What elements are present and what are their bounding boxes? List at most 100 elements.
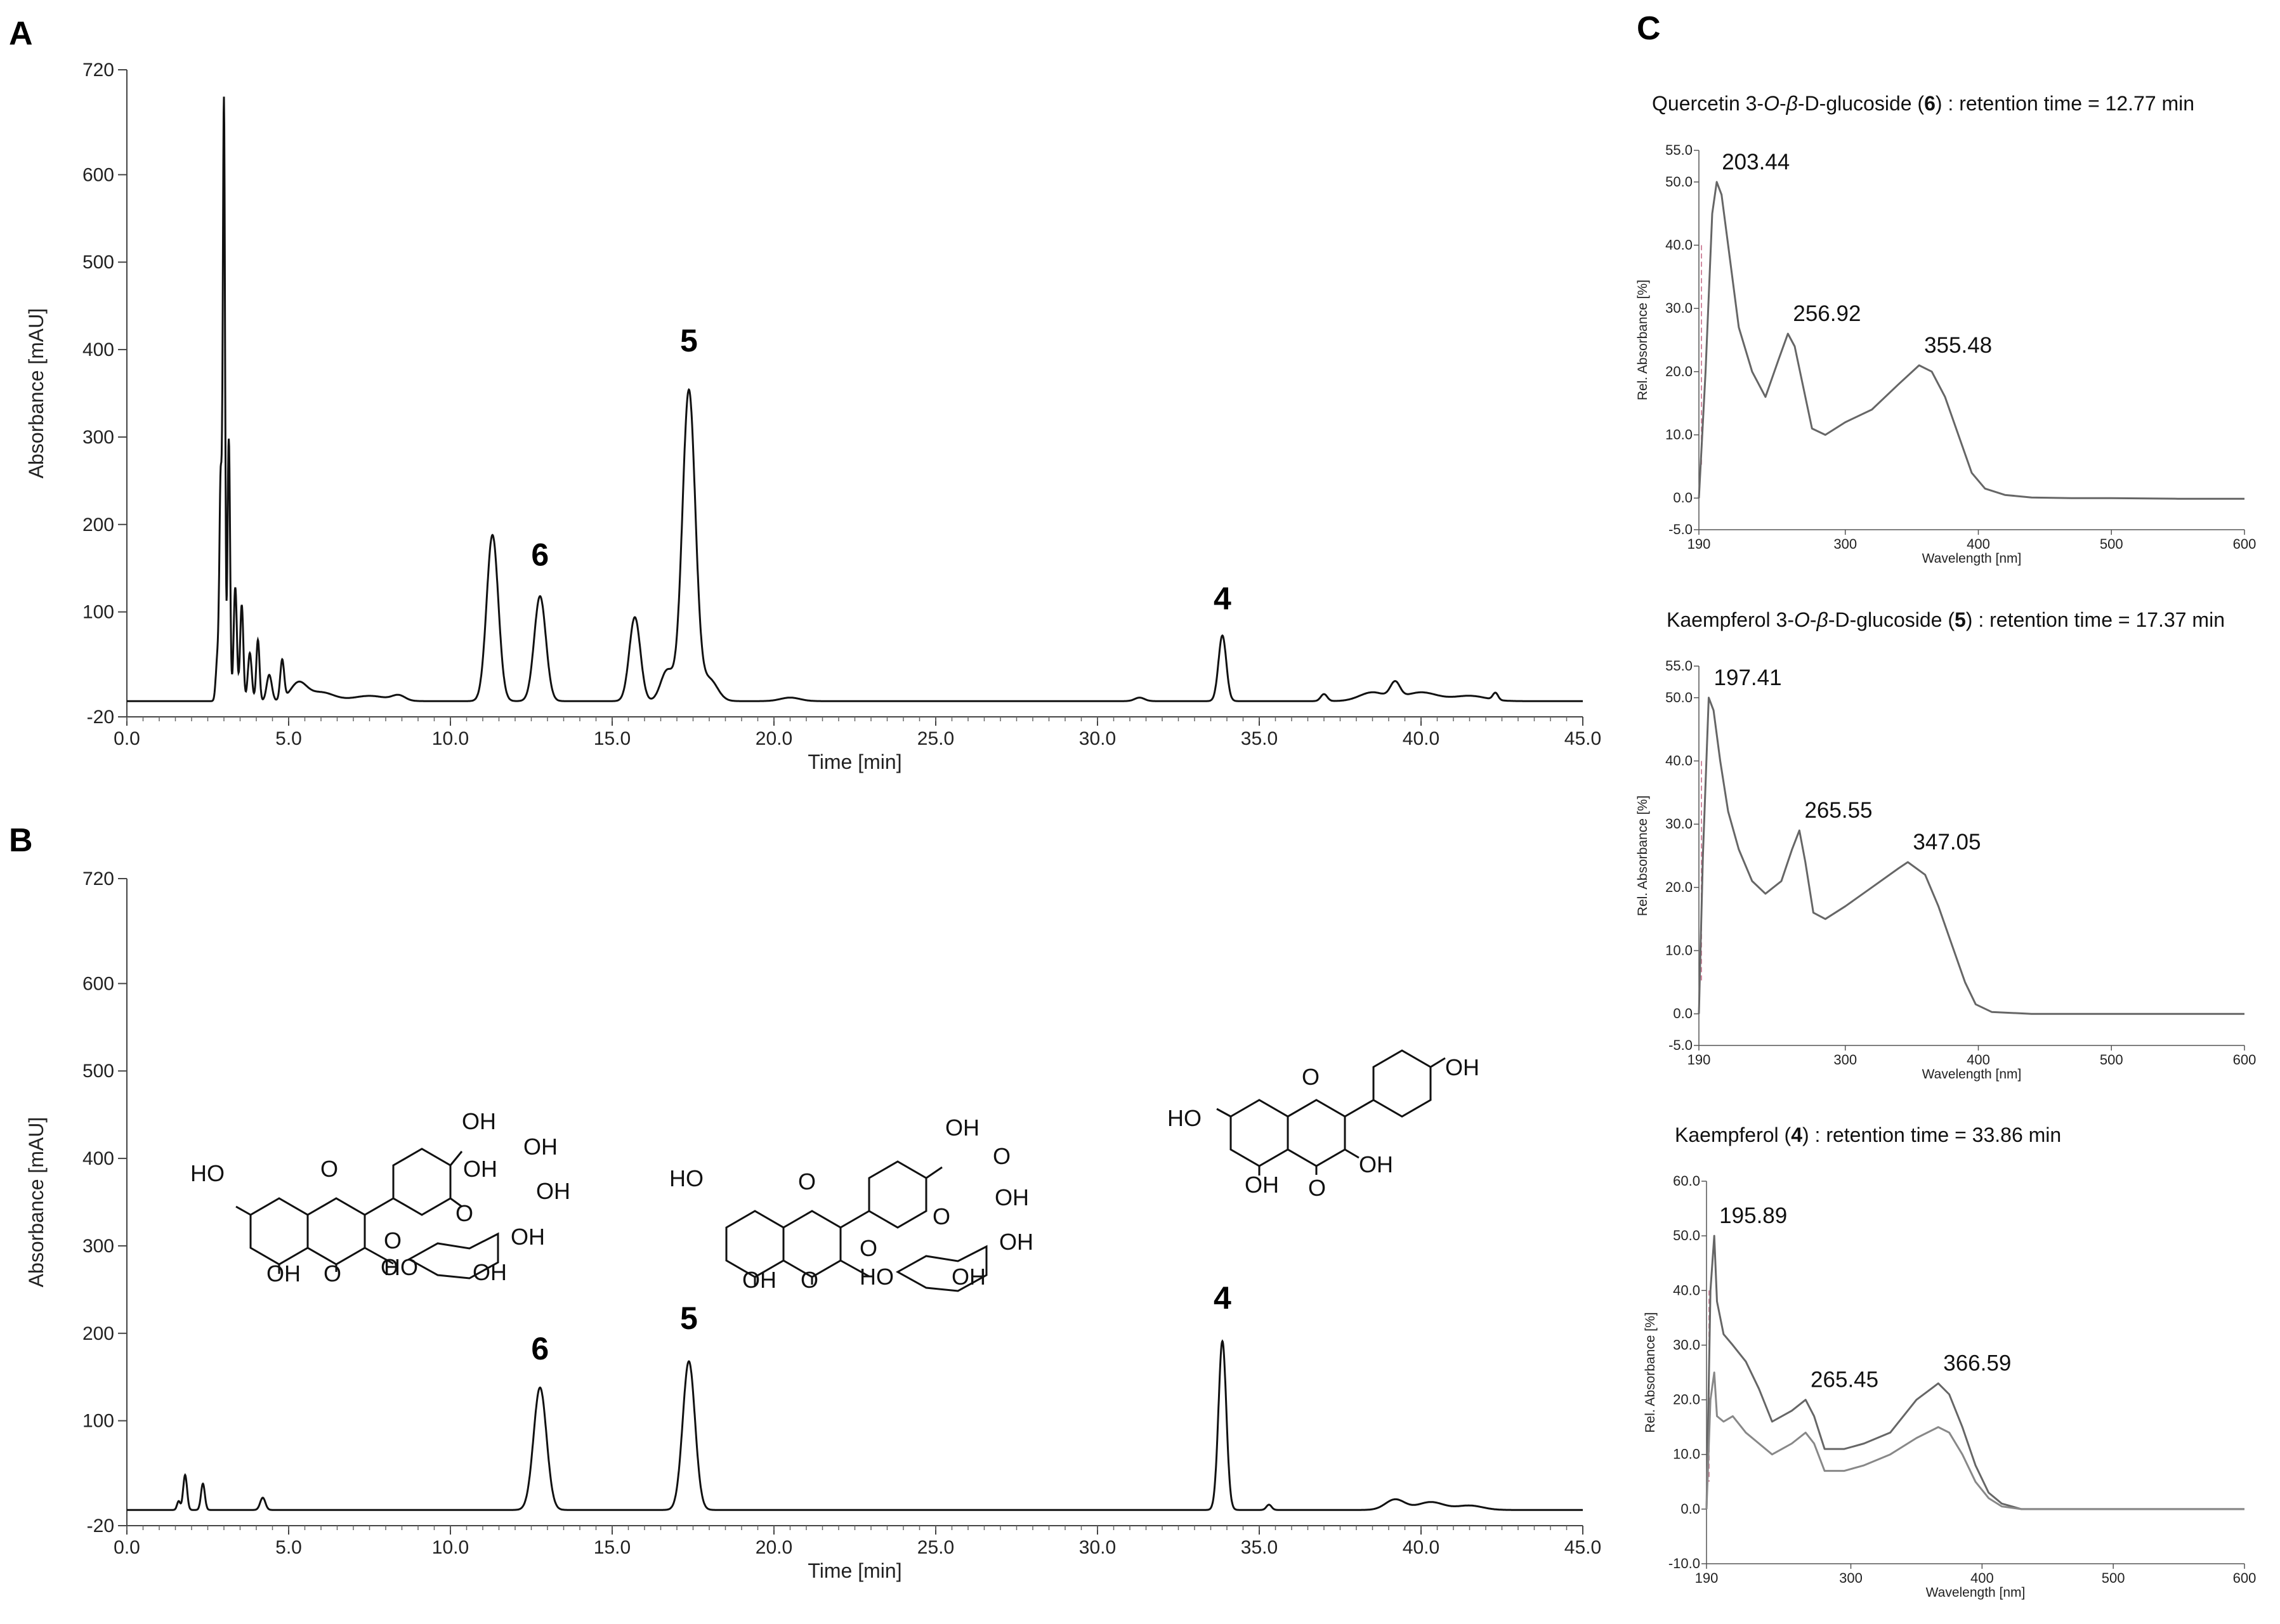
panel-label-b: B [9,822,33,859]
x-tick-label: 20.0 [756,728,792,749]
atom-label: OH [952,1264,986,1290]
wavelength-peak-label: 195.89 [1719,1203,1787,1228]
atom-label: O [860,1235,877,1261]
y-tick-label: 10.0 [1665,427,1693,443]
uv-spectrum-quercetin-glucoside: Quercetin 3-O-β-D-glucoside (6) : retent… [1635,92,2256,566]
atom-label: O [384,1228,402,1254]
x-tick-label: 40.0 [1403,728,1439,749]
y-tick-label: 10.0 [1673,1446,1700,1462]
atom-label: O [993,1143,1011,1169]
y-tick-label: 40.0 [1665,237,1693,253]
x-tick-label: 30.0 [1079,1537,1116,1558]
peak-number-label: 6 [531,537,549,573]
y-tick-label: -5.0 [1668,521,1693,537]
x-tick-label: 300 [1833,536,1857,552]
y-axis-label: Absorbance [mAU] [25,1117,48,1288]
x-tick-label: 40.0 [1403,1537,1439,1558]
wavelength-peak-label: 256.92 [1793,301,1861,326]
y-tick-label: 50.0 [1665,690,1693,705]
atom-label: O [1308,1175,1326,1201]
y-tick-label: 40.0 [1665,753,1693,769]
y-tick-label: 500 [82,1061,114,1082]
x-axis-label: Time [min] [808,1559,901,1582]
y-tick-label: 200 [82,1323,114,1344]
y-tick-label: 55.0 [1665,658,1693,674]
x-tick-label: 0.0 [114,728,140,749]
atom-label: O [801,1267,818,1293]
x-tick-label: 600 [2233,1052,2257,1068]
x-tick-label: 500 [2100,536,2123,552]
y-tick-label: 720 [82,60,114,81]
x-tick-label: 0.0 [114,1537,140,1558]
wavelength-peak-label: 355.48 [1924,333,1992,358]
atom-label: HO [190,1160,225,1186]
spectrum-title: Kaempferol 3-O-β-D-glucoside (5) : reten… [1667,608,2225,631]
y-tick-label: 50.0 [1665,174,1693,190]
atom-label: OH [473,1259,507,1285]
wavelength-peak-label: 203.44 [1722,150,1790,174]
x-tick-label: 300 [1839,1570,1863,1586]
y-tick-label: 720 [82,868,114,889]
atom-label: OH [536,1178,570,1204]
y-tick-label: 300 [82,1236,114,1257]
structure-kaempferol [1217,1051,1445,1175]
x-tick-label: 400 [1967,1052,1990,1068]
atom-label: O [455,1200,473,1226]
x-tick-label: 10.0 [432,1537,469,1558]
wavelength-peak-label: 347.05 [1913,830,1981,855]
x-tick-label: 500 [2100,1052,2123,1068]
x-tick-label: 45.0 [1564,1537,1601,1558]
chromatogram-trace [127,96,1583,701]
y-tick-label: 0.0 [1681,1501,1700,1517]
atom-label: HO [1167,1105,1202,1131]
x-tick-label: 600 [2233,536,2257,552]
y-axis-label: Rel. Absorbance [%] [1643,1312,1658,1432]
peak-number-label: 5 [680,323,698,358]
y-tick-label: 300 [82,427,114,448]
atom-label: OH [511,1224,545,1250]
x-axis-label: Wavelength [nm] [1922,551,2022,566]
atom-label: OH [742,1267,776,1293]
y-tick-label: 20.0 [1673,1392,1700,1408]
y-tick-label: 20.0 [1665,879,1693,895]
y-axis-label: Rel. Absorbance [%] [1635,796,1650,916]
atom-label: OH [463,1156,497,1182]
x-tick-label: 400 [1970,1570,1994,1586]
y-tick-label: 40.0 [1673,1282,1700,1298]
y-axis-label: Absorbance [mAU] [25,308,48,479]
y-tick-label: 10.0 [1665,943,1693,959]
y-tick-label: -10.0 [1668,1555,1700,1571]
x-tick-label: 5.0 [275,1537,302,1558]
y-tick-label: 400 [82,1148,114,1169]
y-tick-label: -20 [87,707,114,728]
spectrum-line-spectrum [1699,698,2244,1014]
wavelength-peak-label: 366.59 [1943,1351,2011,1376]
uv-spectrum-kaempferol-glucoside: Kaempferol 3-O-β-D-glucoside (5) : reten… [1635,608,2256,1082]
x-axis-label: Wavelength [nm] [1922,1067,2022,1082]
x-tick-label: 35.0 [1241,728,1278,749]
y-tick-label: 60.0 [1673,1173,1700,1189]
y-tick-label: 400 [82,339,114,360]
x-tick-label: 25.0 [917,728,954,749]
atom-label: OH [266,1261,301,1287]
x-tick-label: 190 [1695,1570,1719,1586]
x-tick-label: 190 [1687,536,1711,552]
atom-label: HO [669,1165,704,1191]
x-tick-label: 10.0 [432,728,469,749]
peak-number-label: 5 [680,1300,698,1336]
atom-label: O [1302,1064,1320,1090]
atom-label: O [324,1261,341,1287]
spectrum-title: Quercetin 3-O-β-D-glucoside (6) : retent… [1652,92,2194,115]
y-tick-label: 0.0 [1673,490,1693,506]
x-tick-label: 30.0 [1079,728,1116,749]
y-tick-label: 20.0 [1665,363,1693,379]
x-tick-label: 300 [1833,1052,1857,1068]
wavelength-peak-label: 265.45 [1811,1368,1878,1392]
y-axis-label: Rel. Absorbance [%] [1635,280,1650,400]
y-tick-label: 30.0 [1665,300,1693,316]
